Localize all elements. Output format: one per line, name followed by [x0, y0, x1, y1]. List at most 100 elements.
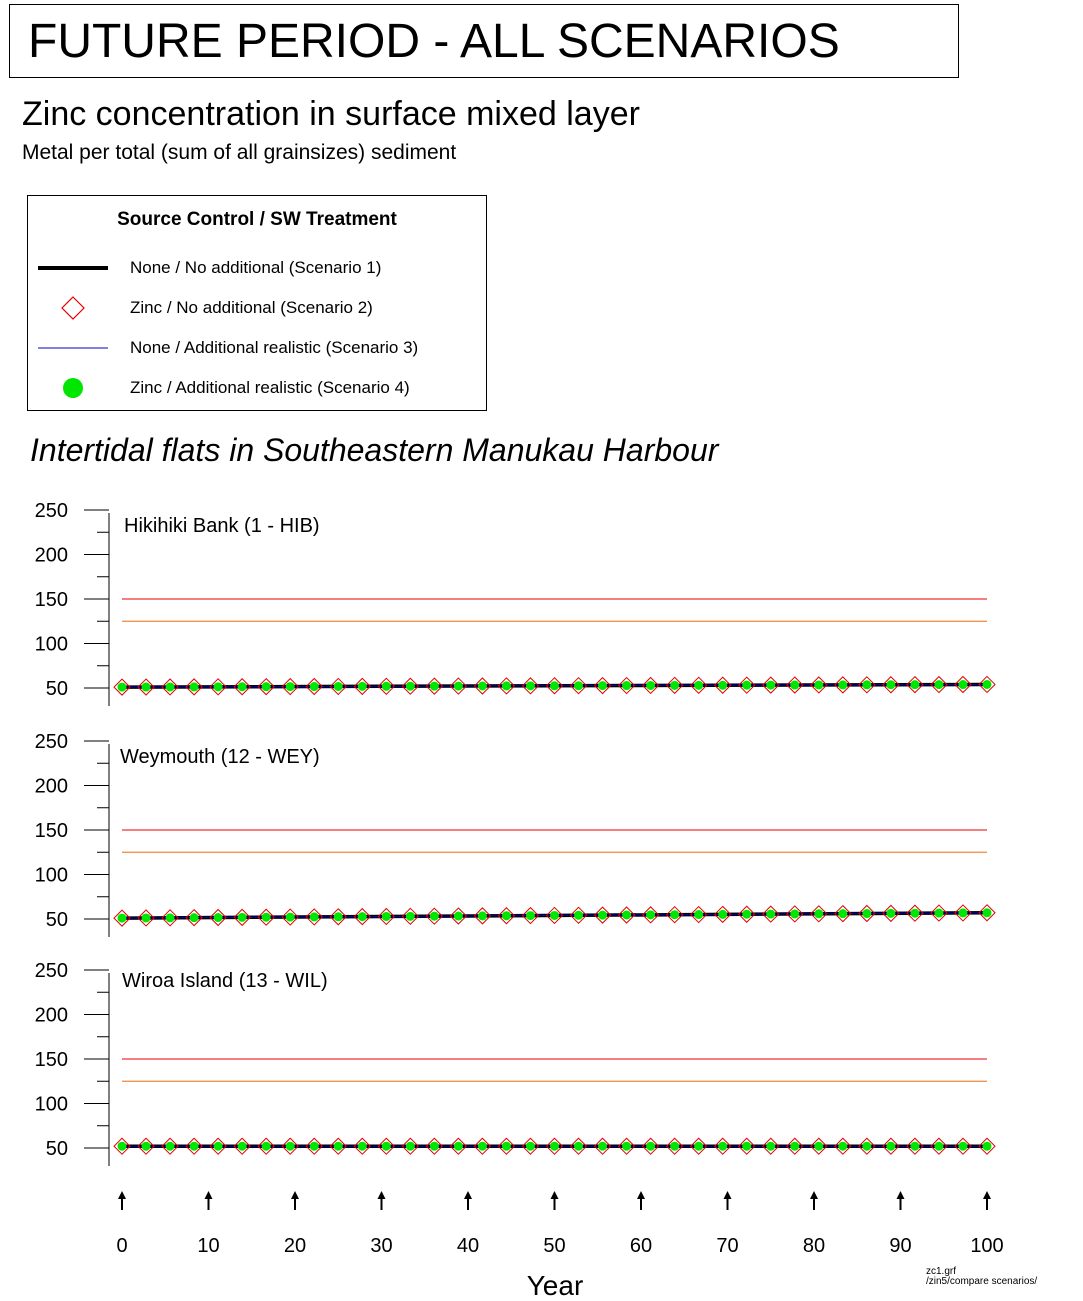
scenario-2-marker: [593, 906, 612, 924]
scenario-4-marker: [982, 679, 992, 689]
scenario-2-marker: [786, 676, 804, 694]
y-tick-label: 100: [35, 865, 68, 887]
legend-item-scenario-4: Zinc / Additional realistic (Scenario 4): [28, 373, 486, 403]
scenario-4-marker: [574, 910, 584, 920]
scenario-2-marker: [665, 905, 684, 924]
scenario-2-marker: [305, 677, 323, 696]
scenario-4-marker: [165, 913, 175, 923]
x-tick-label: 20: [284, 1235, 306, 1257]
scenario-2-marker: [930, 675, 948, 694]
scenario-4-marker: [910, 680, 920, 690]
scenario-2-marker: [449, 907, 468, 925]
scenario-4-marker: [598, 681, 608, 691]
legend-item-scenario-1: None / No additional (Scenario 1): [28, 253, 486, 283]
scenario-2-marker: [521, 906, 540, 925]
scenario-2-marker: [858, 904, 876, 923]
scenario-2-marker: [545, 677, 564, 695]
scenario-4-marker: [141, 913, 151, 923]
scenario-4-marker: [622, 1141, 632, 1151]
scenario-4-marker: [910, 1141, 920, 1151]
x-tick-arrow-head: [896, 1191, 905, 1199]
scenario-4-marker: [814, 909, 824, 919]
scenario-2-marker: [281, 908, 299, 926]
region-title: Intertidal flats in Southeastern Manukau…: [30, 432, 719, 468]
scenario-4-marker: [766, 909, 776, 919]
scenario-4-marker: [742, 909, 752, 919]
filled-circle-icon: [63, 378, 83, 398]
y-tick-label: 150: [35, 1049, 68, 1071]
scenario-2-marker: [641, 1137, 660, 1155]
scenario-4-marker: [381, 681, 391, 691]
scenario-4-marker: [429, 681, 439, 691]
scenario-4-marker: [141, 682, 151, 692]
scenario-2-marker: [882, 676, 900, 694]
scenario-4-marker: [525, 681, 535, 691]
scenario-4-marker: [117, 682, 127, 692]
scenario-2-marker: [257, 1137, 275, 1155]
x-axis: 0 10 20 30 40 50 60 70 80 90 100 Year: [116, 1191, 1004, 1301]
scenario-2-marker: [305, 1137, 323, 1155]
x-tick-arrow-head: [550, 1191, 559, 1199]
scenario-4-marker: [886, 680, 896, 690]
legend-label: None / No additional (Scenario 1): [130, 258, 382, 277]
scenario-2-marker: [617, 906, 636, 924]
scenario-4-marker: [766, 1141, 776, 1151]
title-box: FUTURE PERIOD - ALL SCENARIOS: [9, 4, 959, 78]
scenario-2-marker: [257, 908, 275, 926]
scenario-2-marker: [978, 675, 996, 694]
y-tick-label: 250: [35, 500, 68, 522]
x-tick-arrow-head: [204, 1191, 213, 1199]
scenario-4-marker: [429, 911, 439, 921]
scenario-4-marker: [958, 908, 968, 918]
scenario-4-marker: [694, 680, 704, 690]
scenario-2-marker: [689, 676, 708, 695]
scenario-2-marker: [185, 678, 203, 696]
scenario-2-marker: [545, 906, 564, 925]
scenario-2-marker: [185, 1137, 203, 1155]
scenario-4-marker: [501, 681, 511, 691]
scenario-2-marker: [497, 677, 516, 695]
scenario-4-marker: [790, 1141, 800, 1151]
panel-title: Weymouth (12 - WEY): [120, 746, 320, 768]
legend-item-scenario-3: None / Additional realistic (Scenario 3): [28, 333, 486, 363]
scenario-4-marker: [934, 680, 944, 690]
scenario-4-marker: [213, 682, 223, 692]
scenario-2-marker: [329, 908, 347, 926]
scenario-2-marker: [281, 1137, 299, 1155]
scenario-2-marker: [137, 678, 155, 696]
scenario-4-marker: [886, 908, 896, 918]
scenario-4-marker: [814, 680, 824, 690]
scenario-2-marker: [401, 677, 420, 695]
scenario-2-marker: [257, 677, 275, 696]
scenario-4-marker: [405, 1141, 415, 1151]
scenario-2-marker: [569, 1137, 588, 1155]
scenario-2-marker: [305, 908, 323, 926]
scenario-2-marker: [665, 1137, 684, 1155]
scenario-2-marker: [401, 1137, 420, 1155]
scenario-2-marker: [713, 1137, 732, 1155]
scenario-4-marker: [525, 1141, 535, 1151]
scenario-4-marker: [237, 1141, 247, 1151]
y-tick-label: 200: [35, 545, 68, 567]
scenario-4-marker: [357, 1141, 367, 1151]
x-tick-label: 50: [543, 1235, 565, 1257]
scenario-2-marker: [713, 905, 732, 924]
scenario-4-marker: [141, 1141, 151, 1151]
legend-label: Zinc / Additional realistic (Scenario 4): [130, 378, 410, 397]
footnote: zc1.grf /zin5/compare scenarios/: [926, 1267, 1037, 1287]
scenario-2-marker: [906, 675, 924, 694]
scenario-4-marker: [718, 1141, 728, 1151]
scenario-2-marker: [329, 677, 347, 696]
scenario-2-marker: [810, 1137, 828, 1155]
scenario-4-marker: [477, 911, 487, 921]
scenario-4-marker: [862, 909, 872, 919]
scenario-4-marker: [982, 1141, 992, 1151]
scenario-2-marker: [113, 1137, 131, 1155]
scenario-2-marker: [858, 676, 876, 694]
scenario-4-marker: [934, 908, 944, 918]
scenario-4-marker: [958, 1141, 968, 1151]
scenario-4-marker: [622, 910, 632, 920]
x-tick-label: 100: [970, 1235, 1003, 1257]
scenario-4-marker: [862, 1141, 872, 1151]
y-tick-label: 100: [35, 1094, 68, 1116]
